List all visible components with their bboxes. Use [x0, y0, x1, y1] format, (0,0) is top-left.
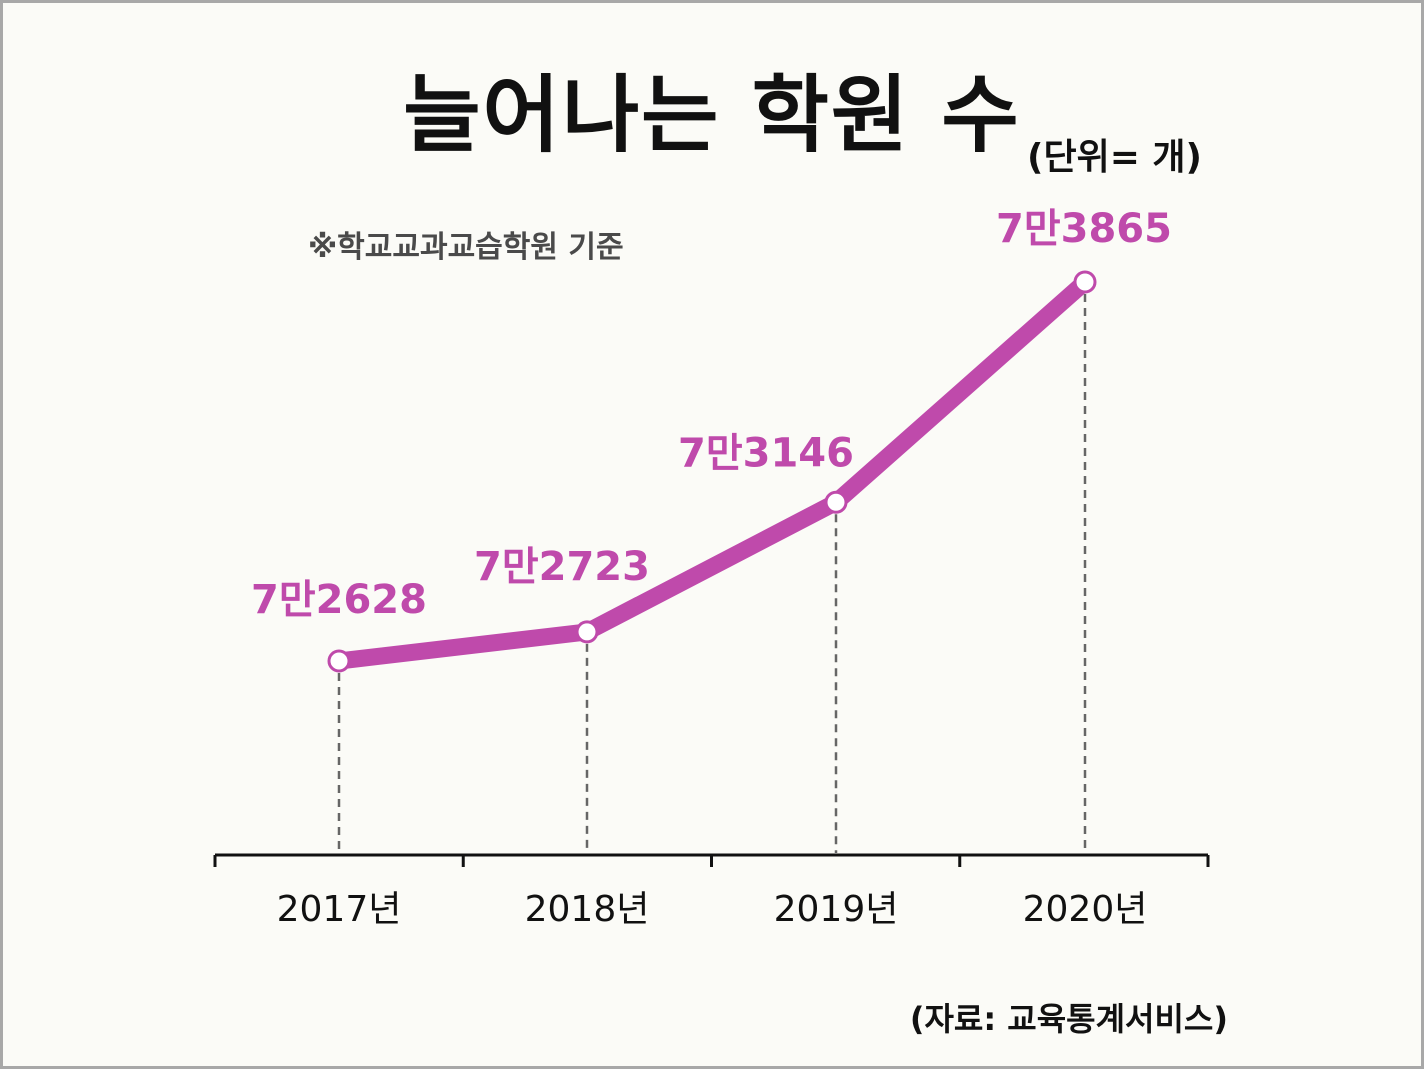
x-tick-label: 2019년 — [774, 889, 899, 930]
data-label: 7만3865 — [996, 206, 1172, 252]
data-labels: 7만2628 7만2723 7만3146 7만3865 — [251, 206, 1172, 623]
x-tick-label: 2020년 — [1023, 889, 1148, 930]
x-tick-label: 2018년 — [525, 889, 650, 930]
data-label: 7만2723 — [474, 544, 650, 590]
source-label: (자료: 교육통계서비스) — [909, 1000, 1228, 1038]
data-point-2020년 — [1073, 270, 1097, 294]
data-label: 7만3146 — [678, 430, 854, 476]
x-axis — [213, 853, 1210, 867]
x-tick-labels: 2017년 2018년 2019년 2020년 — [277, 889, 1148, 930]
unit-label: (단위= 개) — [1027, 137, 1202, 178]
x-tick-label: 2017년 — [277, 889, 402, 930]
data-point-2019년 — [824, 490, 848, 514]
data-point-2017년 — [327, 649, 351, 673]
data-label: 7만2628 — [251, 577, 427, 623]
guide-lines — [337, 294, 1087, 853]
data-point-2018년 — [575, 620, 599, 644]
series-line — [330, 273, 1094, 670]
data-points — [327, 270, 1097, 673]
series-polyline — [330, 273, 1094, 670]
chart-note: ※학교교과교습학원 기준 — [308, 230, 624, 265]
chart-title: 늘어나는 학원 수 — [403, 66, 1021, 164]
